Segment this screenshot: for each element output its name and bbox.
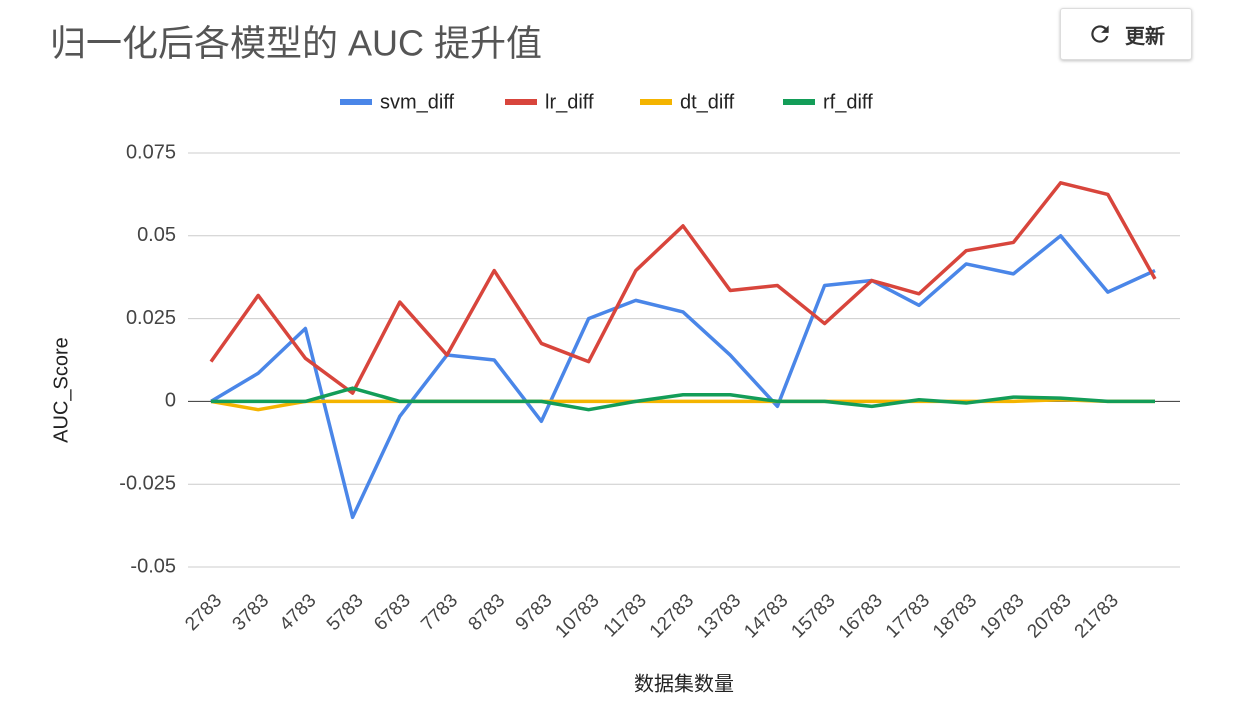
x-tick-label: 8783 xyxy=(465,590,510,635)
x-tick-label: 21783 xyxy=(1071,590,1123,642)
y-tick-label: 0.025 xyxy=(126,307,176,329)
x-tick-label: 20783 xyxy=(1023,590,1075,642)
y-tick-label: 0.075 xyxy=(126,141,176,163)
x-tick-label: 6783 xyxy=(370,590,415,635)
series-line xyxy=(211,386,1155,412)
legend-label: rf_diff xyxy=(823,91,873,113)
x-tick-label: 13783 xyxy=(693,590,745,642)
refresh-icon xyxy=(1091,25,1109,43)
button-label: 更新 xyxy=(1125,25,1165,48)
x-tick-label: 3783 xyxy=(229,590,274,635)
x-tick-label: 9783 xyxy=(512,590,557,635)
y-tick-label: 0 xyxy=(165,390,176,412)
x-tick-label: 12783 xyxy=(646,590,698,642)
x-tick-label: 17783 xyxy=(882,590,934,642)
x-tick-label: 7783 xyxy=(417,590,462,635)
refresh-button[interactable]: 更新 xyxy=(1060,8,1192,60)
legend-swatch xyxy=(640,99,672,105)
x-tick-label: 15783 xyxy=(787,590,839,642)
legend-label: lr_diff xyxy=(545,91,594,113)
y-axis-label: AUC_Score xyxy=(50,337,72,443)
series-line xyxy=(210,397,1155,412)
x-tick-label: 14783 xyxy=(740,590,792,642)
x-tick-label: 18783 xyxy=(929,590,981,642)
y-tick-label: 0.05 xyxy=(137,224,176,246)
x-tick-label: 16783 xyxy=(835,590,887,642)
x-tick-label: 10783 xyxy=(551,590,603,642)
series-line xyxy=(209,181,1157,395)
y-tick-label: -0.05 xyxy=(130,555,176,577)
x-tick-label: 4783 xyxy=(276,590,321,635)
x-tick-label: 19783 xyxy=(976,590,1028,642)
chart-title: 归一化后各模型的 AUC 提升值 xyxy=(50,23,542,64)
legend-swatch xyxy=(505,99,537,105)
series-line xyxy=(210,234,1156,520)
legend-label: svm_diff xyxy=(380,91,455,113)
legend-swatch xyxy=(340,99,372,105)
legend-swatch xyxy=(783,99,815,105)
x-axis-label: 数据集数量 xyxy=(634,672,734,695)
x-tick-label: 2783 xyxy=(181,590,226,635)
x-tick-label: 11783 xyxy=(600,590,651,641)
y-tick-label: -0.025 xyxy=(119,472,176,494)
x-tick-label: 5783 xyxy=(323,590,368,635)
legend-label: dt_diff xyxy=(680,91,735,113)
